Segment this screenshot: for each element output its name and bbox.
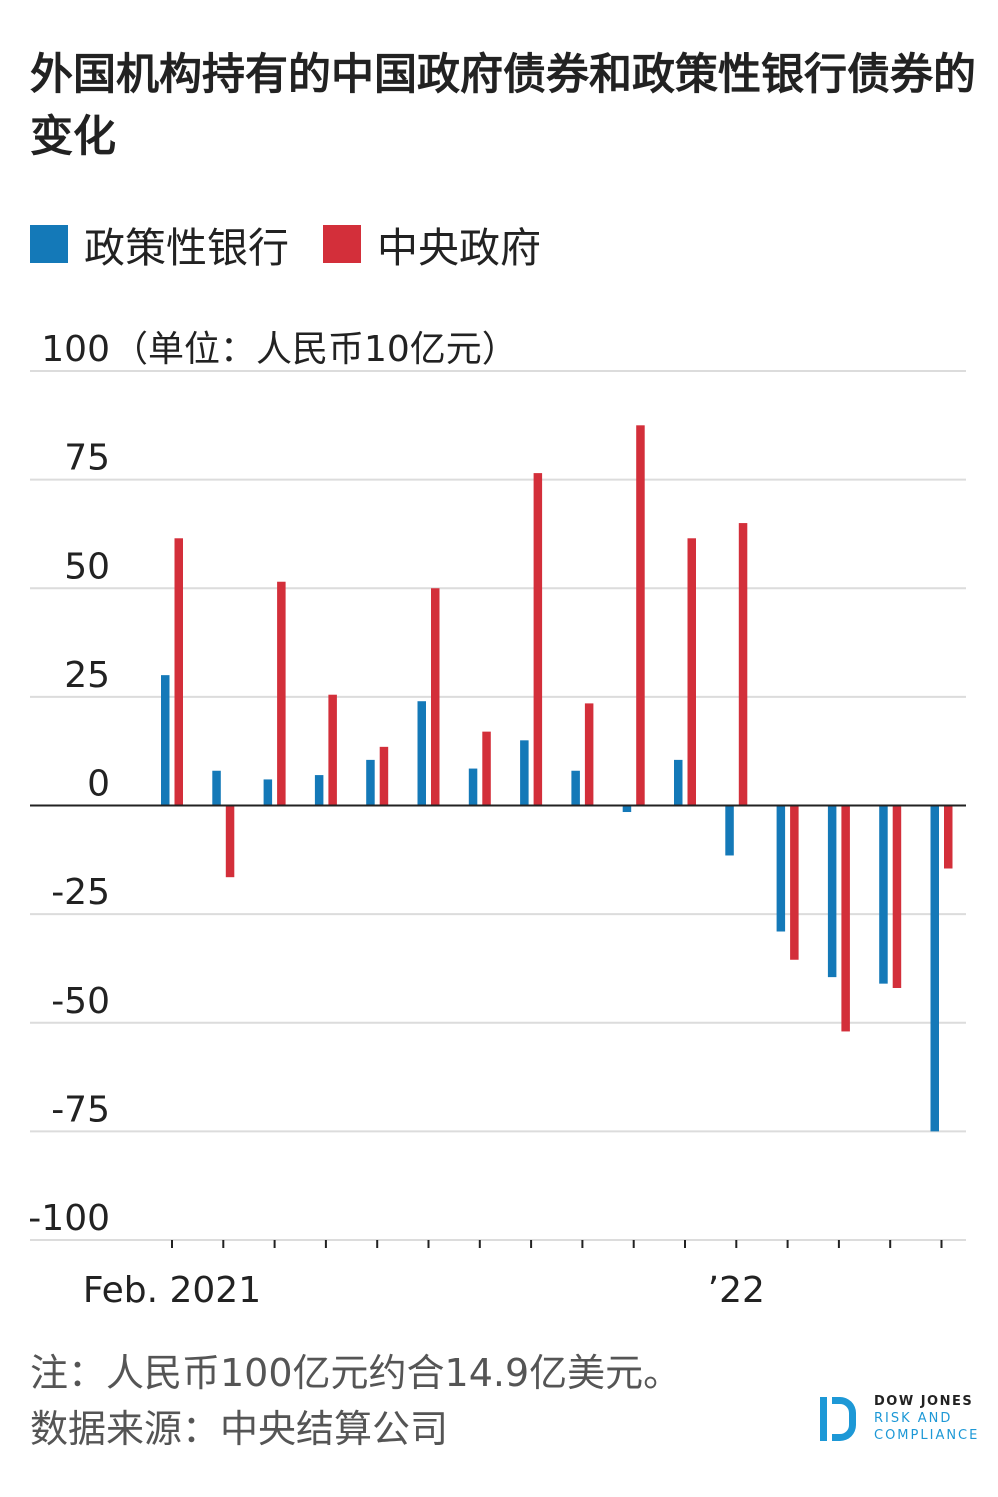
dow-jones-logo-icon [820,1397,856,1441]
y-tick-label: 100 [41,329,110,370]
y-tick-label: -75 [51,1089,110,1130]
legend-swatch-policy-banks [30,225,68,263]
bar-policy-banks [366,759,375,806]
logo-line-2: RISK AND [874,1411,953,1426]
bar-policy-banks [725,805,734,856]
bar-policy-banks [468,768,478,806]
legend-swatch-central-government [323,225,361,263]
y-axis-unit-label: （单位：人民币10亿元） [112,329,518,370]
bar-central-government [174,538,183,806]
bar-central-government [790,805,799,960]
bar-policy-banks [930,805,939,1132]
bar-central-government [584,703,594,806]
bar-policy-banks [520,740,529,806]
bar-policy-banks [314,775,324,806]
bar-central-government [225,805,235,878]
chart-title: 外国机构持有的中国政府债券和政策性银行债券的变化 [30,50,976,162]
bar-chart: 100 （单位：人民币10亿元） 75 50 25 0 -25 -50 -75 -100 Feb. … [28,329,966,1311]
footnote: 注：人民币100亿元约合14.9亿美元。 数据来源：中央结算公司 [30,1345,681,1457]
bar-central-government [379,746,389,806]
y-tick-label: -25 [51,872,110,913]
bar-central-government [892,805,902,988]
bar-central-government [328,694,337,806]
y-tick-label: -50 [51,981,110,1022]
y-tick-label: 25 [64,655,110,696]
y-tick-label: 0 [87,764,110,805]
bar-central-government [687,538,696,806]
legend: 政策性银行 中央政府 [30,214,575,274]
y-tick-label: 75 [64,438,110,479]
x-tick-label: ’22 [708,1270,765,1311]
y-tick-label: -100 [28,1198,110,1239]
y-tick-label: 50 [64,546,110,587]
logo-line-3: COMPLIANCE [874,1428,980,1443]
footnote-source: 数据来源：中央结算公司 [30,1407,449,1451]
bar-policy-banks [417,701,426,806]
logo-line-1: DOW JONES [874,1394,974,1409]
bar-policy-banks [161,675,170,806]
bar-policy-banks [827,805,837,978]
legend-item-central-government: 中央政府 [323,214,541,274]
dow-jones-logo: DOW JONES RISK AND COMPLIANCE [818,1393,993,1445]
legend-item-policy-banks: 政策性银行 [30,214,289,274]
bar-central-government [636,425,645,806]
legend-label-policy-banks: 政策性银行 [84,224,289,272]
bar-policy-banks [571,770,580,806]
bar-policy-banks [263,779,273,806]
bar-central-government [944,805,953,869]
bar-central-government [738,523,748,806]
bar-policy-banks [776,805,786,932]
bar-central-government [533,473,543,806]
footnote-note: 注：人民币100亿元约合14.9亿美元。 [30,1351,682,1395]
bar-central-government [482,731,491,806]
bar-central-government [431,588,440,806]
bar-policy-banks [879,805,888,984]
x-tick-label: Feb. 2021 [83,1270,261,1311]
bar-policy-banks [212,770,221,806]
legend-label-central-government: 中央政府 [377,224,541,272]
bar-central-government [277,581,286,806]
bar-central-government [841,805,850,1032]
bar-policy-banks [622,805,632,813]
bar-policy-banks [674,759,683,806]
